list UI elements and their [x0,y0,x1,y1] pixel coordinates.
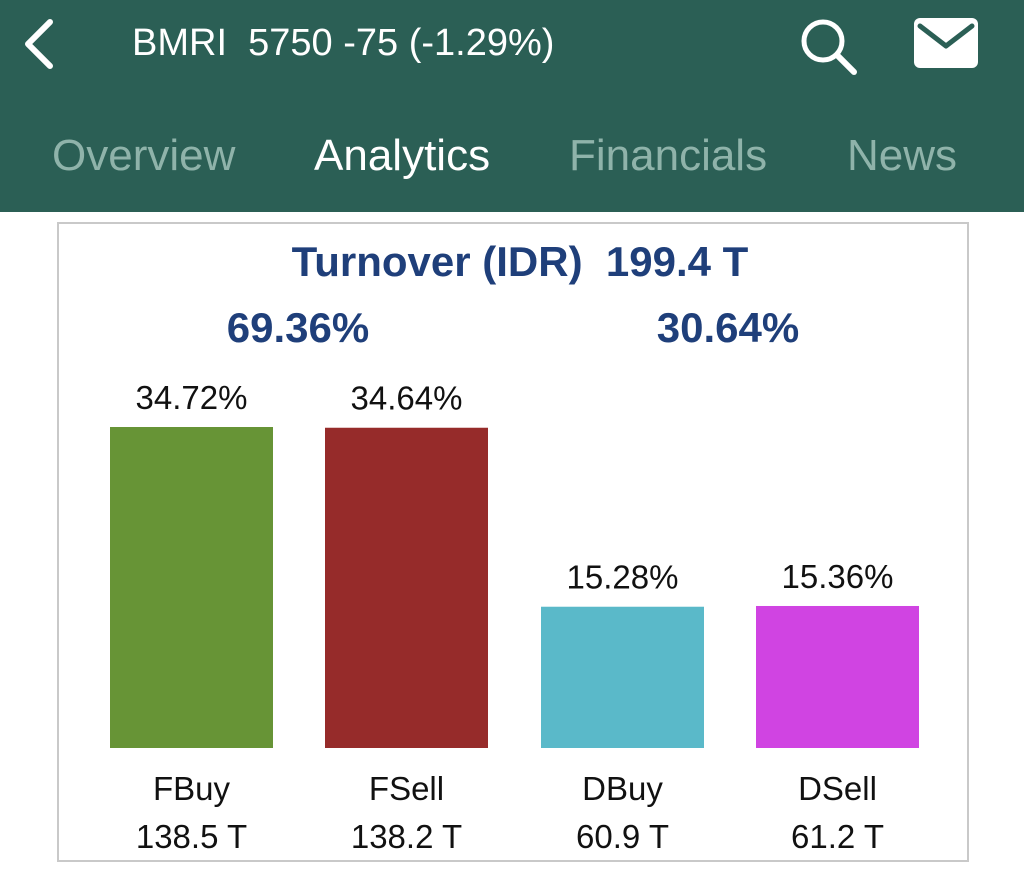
domestic-percentage: 30.64% [656,304,800,351]
turnover-title: Turnover (IDR) 199.4 T [291,238,749,285]
search-button[interactable] [796,14,860,78]
tab-news[interactable]: News [847,131,958,180]
chevron-left-icon [25,19,53,69]
back-button[interactable] [14,12,70,76]
tab-overview[interactable]: Overview [52,131,236,180]
ticker-title: BMRI 5750 -75 (-1.29%) [132,22,555,64]
foreign-percentage: 69.36% [226,304,370,351]
mail-button[interactable] [912,16,980,72]
app-header: BMRI 5750 -75 (-1.29%) Overview Analytic… [0,0,1024,212]
mail-icon [914,18,978,68]
tab-financials[interactable]: Financials [569,131,768,180]
search-icon [801,19,857,75]
tab-analytics[interactable]: Analytics [314,131,491,180]
